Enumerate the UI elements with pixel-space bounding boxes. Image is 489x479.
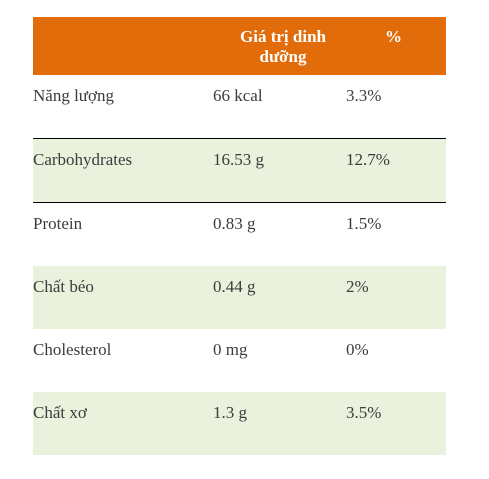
row-value: 16.53 g [213, 150, 264, 169]
row-name: Chất xơ [33, 403, 87, 422]
header-value: Giá trị dinh dưỡng [240, 27, 326, 66]
row-name: Chất béo [33, 277, 94, 296]
table-row-energy: Năng lượng 66 kcal 3.3% [33, 75, 446, 139]
table-row-cholesterol: Cholesterol 0 mg 0% [33, 329, 446, 392]
row-name: Năng lượng [33, 86, 114, 105]
row-percent: 12.7% [346, 150, 390, 169]
row-name: Carbohydrates [33, 150, 133, 169]
row-percent: 3.3% [346, 86, 382, 105]
table-header: Giá trị dinh dưỡng % [33, 17, 446, 75]
row-value: 0.44 g [213, 277, 256, 296]
header-percent: % [385, 27, 402, 46]
row-name: Cholesterol [33, 340, 112, 359]
row-name: Protein [33, 214, 83, 233]
row-percent: 3.5% [346, 403, 382, 422]
table-row-protein: Protein 0.83 g 1.5% [33, 203, 446, 266]
nutrition-table: Giá trị dinh dưỡng % Năng lượng 66 kcal … [33, 17, 446, 455]
table-row-fat: Chất béo 0.44 g 2% [33, 266, 446, 329]
row-value: 1.3 g [213, 403, 247, 422]
row-value: 0 mg [213, 340, 248, 359]
row-percent: 0% [346, 340, 369, 359]
row-percent: 1.5% [346, 214, 382, 233]
row-value: 0.83 g [213, 214, 256, 233]
table-row-carbohydrates: Carbohydrates 16.53 g 12.7% [33, 139, 446, 203]
row-value: 66 kcal [213, 86, 263, 105]
row-percent: 2% [346, 277, 369, 296]
table-row-fiber: Chất xơ 1.3 g 3.5% [33, 392, 446, 455]
